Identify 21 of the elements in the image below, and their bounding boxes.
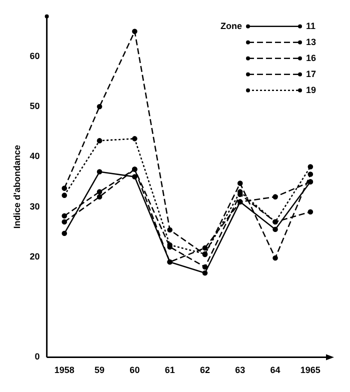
x-tick-label: 1958	[54, 365, 74, 376]
legend-title: Zone	[220, 20, 242, 31]
y-tick-label: 20	[30, 251, 40, 262]
legend-label: 17	[306, 68, 316, 79]
x-tick-label: 63	[235, 365, 246, 376]
x-tick-label: 1965	[300, 365, 320, 376]
y-tick-label: 30	[30, 201, 40, 212]
y-tick-label: 50	[30, 101, 40, 112]
y-tick-label: 40	[30, 151, 40, 162]
legend-label: 19	[306, 84, 316, 95]
x-tick-label: 59	[94, 365, 105, 376]
x-tick-label: 61	[164, 365, 175, 376]
y-axis-title: Indice d'abondance	[12, 144, 22, 229]
legend-label: 16	[306, 52, 316, 63]
x-tick-label: 60	[130, 365, 140, 376]
x-tick-label: 64	[270, 365, 280, 376]
legend-label: 11	[306, 20, 316, 31]
legend-label: 13	[306, 36, 316, 47]
y-tick-label: 60	[30, 50, 40, 61]
x-tick-label: 62	[200, 365, 210, 376]
y-tick-label: 0	[34, 352, 40, 362]
